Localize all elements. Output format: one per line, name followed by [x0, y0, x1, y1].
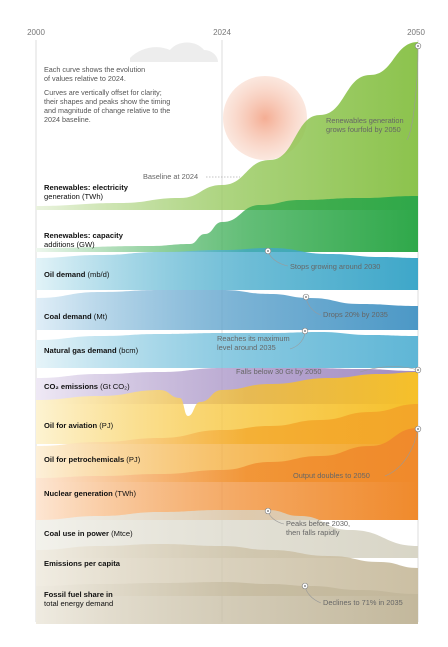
row-label-12: Fossil fuel share in total energy demand [44, 590, 113, 608]
ridge-12 [36, 582, 418, 624]
x-tick-2050: 2050 [407, 28, 425, 37]
intro-line-5: and magnitude of change relative to the [44, 106, 170, 115]
intro-line-1: Each curve shows the evolution [44, 65, 145, 74]
annotation-marker-dot-3 [305, 296, 307, 298]
row-label-5: Natural gas demand (bcm) [44, 346, 139, 355]
annotations: Renewables generation grows fourfold by 2… [206, 42, 422, 607]
row-label-8: Oil for petrochemicals (PJ) [44, 455, 141, 464]
ridge-4 [36, 290, 418, 330]
x-tick-2024: 2024 [213, 28, 231, 37]
annotation-marker-dot-1 [417, 45, 419, 47]
row-label-11: Emissions per capita [44, 559, 121, 568]
annotation-marker-dot-7 [267, 510, 269, 512]
annotation-marker-dot-4 [304, 330, 306, 332]
cloud-shape [130, 42, 218, 62]
annotation-leader-1 [406, 45, 419, 141]
ridge-9 [36, 428, 418, 520]
row-label-3: Oil demand (mb/d) [44, 270, 110, 279]
baseline-note: Baseline at 2024 [143, 172, 198, 181]
intro-line-4: their shapes and peaks show the timing [44, 97, 170, 106]
annotation-marker-dot-2 [267, 250, 269, 252]
x-axis: 2000 2024 2050 [27, 28, 425, 37]
row-label-9: Nuclear generation (TWh) [44, 489, 136, 498]
sun-shape [223, 76, 307, 160]
ridge-3 [36, 248, 418, 290]
ridge-5 [36, 332, 418, 368]
intro-line-3: Curves are vertically offset for clarity… [44, 88, 162, 97]
ridge-11 [36, 544, 418, 596]
row-label-1: Renewables: electricity generation (TWh) [44, 183, 129, 201]
annotation-7: Peaks before 2030, then falls rapidly [286, 519, 350, 537]
annotation-6: Output doubles to 2050 [293, 471, 370, 480]
annotation-marker-dot-8 [304, 585, 306, 587]
annotation-8: Declines to 71% in 2035 [323, 598, 403, 607]
annotation-marker-dot-5 [417, 369, 419, 371]
annotation-leader-6 [384, 428, 419, 477]
annotation-5: Falls below 30 Gt by 2050 [236, 367, 321, 376]
row-label-7: Oil for aviation (PJ) [44, 421, 114, 430]
annotation-2: Stops growing around 2030 [290, 262, 380, 271]
row-label-6: CO₂ emissions (Gt CO₂) [44, 382, 130, 391]
annotation-leader-5 [359, 366, 419, 373]
annotation-marker-dot-6 [417, 428, 419, 430]
row-labels: Renewables: electricity generation (TWh) R… [44, 183, 141, 608]
row-label-10: Coal use in power (Mtce) [44, 529, 133, 538]
intro-text: Each curve shows the evolution of values… [44, 65, 170, 124]
intro-line-6: 2024 baseline. [44, 115, 91, 124]
row-label-2: Renewables: capacity additions (GW) [44, 231, 124, 249]
annotation-3: Drops 20% by 2035 [323, 310, 388, 319]
ridge-1 [36, 42, 418, 210]
ridges [36, 42, 418, 624]
annotation-4: Reaches its maximum level around 2035 [217, 334, 290, 352]
x-tick-2000: 2000 [27, 28, 45, 37]
intro-line-2: of values relative to 2024. [44, 74, 126, 83]
ridge-2 [36, 196, 418, 252]
row-label-4: Coal demand (Mt) [44, 312, 108, 321]
baseline-label: Baseline at 2024 [143, 172, 198, 181]
annotation-1: Renewables generation grows fourfold by 2… [326, 116, 404, 134]
